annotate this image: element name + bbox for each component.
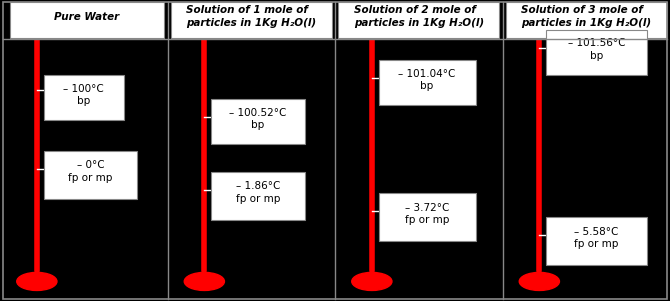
Text: – 3.72°C
fp or mp: – 3.72°C fp or mp xyxy=(405,203,450,225)
Text: – 100°C
bp: – 100°C bp xyxy=(64,84,104,106)
FancyBboxPatch shape xyxy=(44,75,124,120)
Text: – 0°C
fp or mp: – 0°C fp or mp xyxy=(68,160,113,183)
Text: – 1.86°C
fp or mp: – 1.86°C fp or mp xyxy=(236,182,280,204)
Text: Solution of 2 mole of
particles in 1Kg H₂O(l): Solution of 2 mole of particles in 1Kg H… xyxy=(354,5,484,28)
Text: Pure Water: Pure Water xyxy=(54,11,120,22)
FancyBboxPatch shape xyxy=(546,30,647,75)
FancyBboxPatch shape xyxy=(338,2,499,38)
Circle shape xyxy=(17,272,57,290)
FancyBboxPatch shape xyxy=(211,172,305,220)
Text: Solution of 1 mole of
particles in 1Kg H₂O(l): Solution of 1 mole of particles in 1Kg H… xyxy=(186,5,316,28)
Circle shape xyxy=(352,272,392,290)
FancyBboxPatch shape xyxy=(171,2,332,38)
Text: – 5.58°C
fp or mp: – 5.58°C fp or mp xyxy=(574,227,618,249)
Circle shape xyxy=(184,272,224,290)
FancyBboxPatch shape xyxy=(10,2,164,38)
FancyBboxPatch shape xyxy=(546,217,647,265)
FancyBboxPatch shape xyxy=(211,99,305,144)
FancyBboxPatch shape xyxy=(506,2,667,38)
Circle shape xyxy=(519,272,559,290)
FancyBboxPatch shape xyxy=(379,193,476,241)
Text: – 100.52°C
bp: – 100.52°C bp xyxy=(229,108,287,130)
Text: – 101.04°C
bp: – 101.04°C bp xyxy=(399,69,456,91)
Text: Solution of 3 mole of
particles in 1Kg H₂O(l): Solution of 3 mole of particles in 1Kg H… xyxy=(521,5,651,28)
Text: – 101.56°C
bp: – 101.56°C bp xyxy=(567,39,625,61)
FancyBboxPatch shape xyxy=(379,60,476,105)
FancyBboxPatch shape xyxy=(44,150,137,199)
